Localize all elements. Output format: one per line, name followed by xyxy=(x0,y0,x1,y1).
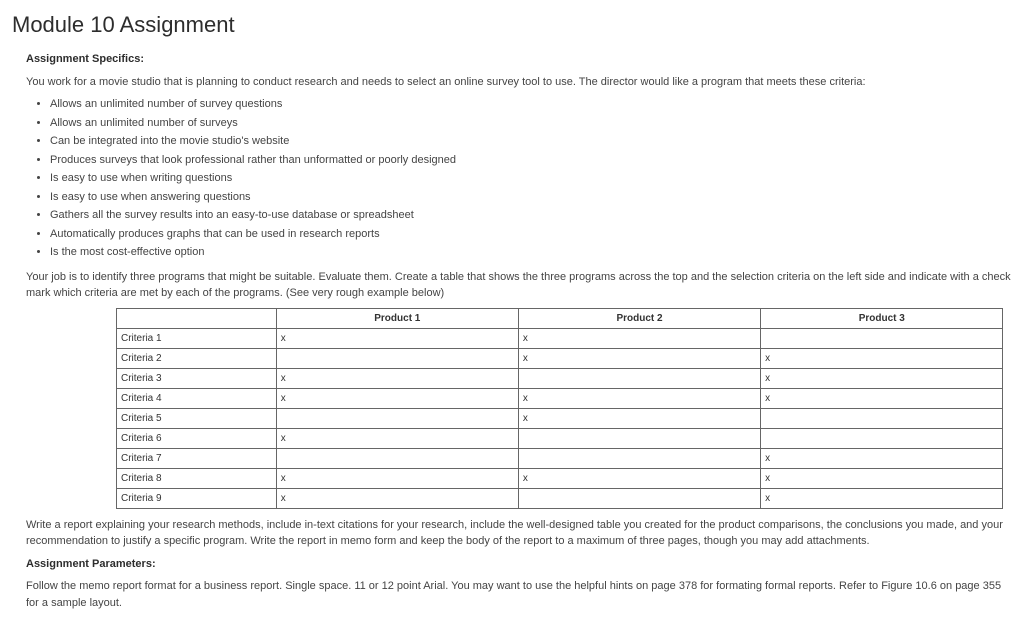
list-item: Allows an unlimited number of surveys xyxy=(50,115,1012,132)
table-cell: x xyxy=(518,348,760,368)
parameters-heading: Assignment Parameters: xyxy=(26,556,1012,573)
table-cell xyxy=(518,448,760,468)
table-cell: x xyxy=(518,408,760,428)
table-row: Criteria 3xx xyxy=(117,368,1003,388)
table-cell: Criteria 4 xyxy=(117,388,277,408)
list-item: Automatically produces graphs that can b… xyxy=(50,226,1012,243)
table-cell: x xyxy=(276,428,518,448)
table-row: Criteria 9xx xyxy=(117,488,1003,508)
table-cell xyxy=(276,348,518,368)
list-item: Produces surveys that look professional … xyxy=(50,152,1012,169)
table-cell: x xyxy=(761,448,1003,468)
table-cell: x xyxy=(276,388,518,408)
list-item: Allows an unlimited number of survey que… xyxy=(50,96,1012,113)
table-cell: Criteria 2 xyxy=(117,348,277,368)
criteria-list: Allows an unlimited number of survey que… xyxy=(26,96,1012,261)
table-row: Criteria 7 x xyxy=(117,448,1003,468)
table-cell: x xyxy=(761,348,1003,368)
table-cell: x xyxy=(276,328,518,348)
table-header-row: Product 1 Product 2 Product 3 xyxy=(117,308,1003,328)
table-header: Product 3 xyxy=(761,308,1003,328)
report-text: Write a report explaining your research … xyxy=(26,517,1012,550)
job-text: Your job is to identify three programs t… xyxy=(26,269,1012,302)
table-row: Criteria 5 x xyxy=(117,408,1003,428)
table-row: Criteria 1xx xyxy=(117,328,1003,348)
table-cell: x xyxy=(761,368,1003,388)
table-cell: Criteria 1 xyxy=(117,328,277,348)
list-item: Is easy to use when writing questions xyxy=(50,170,1012,187)
table-row: Criteria 2 xx xyxy=(117,348,1003,368)
list-item: Is the most cost-effective option xyxy=(50,244,1012,261)
table-cell: Criteria 8 xyxy=(117,468,277,488)
table-cell xyxy=(761,428,1003,448)
table-cell xyxy=(276,448,518,468)
table-cell xyxy=(518,428,760,448)
list-item: Can be integrated into the movie studio'… xyxy=(50,133,1012,150)
table-row: Criteria 6x xyxy=(117,428,1003,448)
specifics-heading: Assignment Specifics: xyxy=(26,51,1012,68)
table-cell: x xyxy=(761,488,1003,508)
table-row: Criteria 4xxx xyxy=(117,388,1003,408)
comparison-table: Product 1 Product 2 Product 3 Criteria 1… xyxy=(116,308,1003,509)
table-cell: x xyxy=(518,468,760,488)
parameters-text: Follow the memo report format for a busi… xyxy=(26,578,1012,611)
assignment-body: Assignment Specifics: You work for a mov… xyxy=(12,51,1012,611)
table-cell xyxy=(518,488,760,508)
table-cell: Criteria 9 xyxy=(117,488,277,508)
list-item: Gathers all the survey results into an e… xyxy=(50,207,1012,224)
table-cell: x xyxy=(276,468,518,488)
table-cell: Criteria 5 xyxy=(117,408,277,428)
table-cell: x xyxy=(761,388,1003,408)
table-cell: x xyxy=(761,468,1003,488)
intro-text: You work for a movie studio that is plan… xyxy=(26,74,1012,91)
table-cell xyxy=(761,408,1003,428)
table-cell: x xyxy=(276,488,518,508)
table-row: Criteria 8xxx xyxy=(117,468,1003,488)
table-cell: Criteria 7 xyxy=(117,448,277,468)
table-header: Product 1 xyxy=(276,308,518,328)
list-item: Is easy to use when answering questions xyxy=(50,189,1012,206)
table-cell: Criteria 3 xyxy=(117,368,277,388)
page-title: Module 10 Assignment xyxy=(12,8,1012,41)
table-cell: x xyxy=(276,368,518,388)
table-cell: x xyxy=(518,328,760,348)
table-cell xyxy=(276,408,518,428)
table-header: Product 2 xyxy=(518,308,760,328)
table-cell xyxy=(761,328,1003,348)
table-cell xyxy=(518,368,760,388)
table-cell: Criteria 6 xyxy=(117,428,277,448)
table-cell: x xyxy=(518,388,760,408)
table-header xyxy=(117,308,277,328)
